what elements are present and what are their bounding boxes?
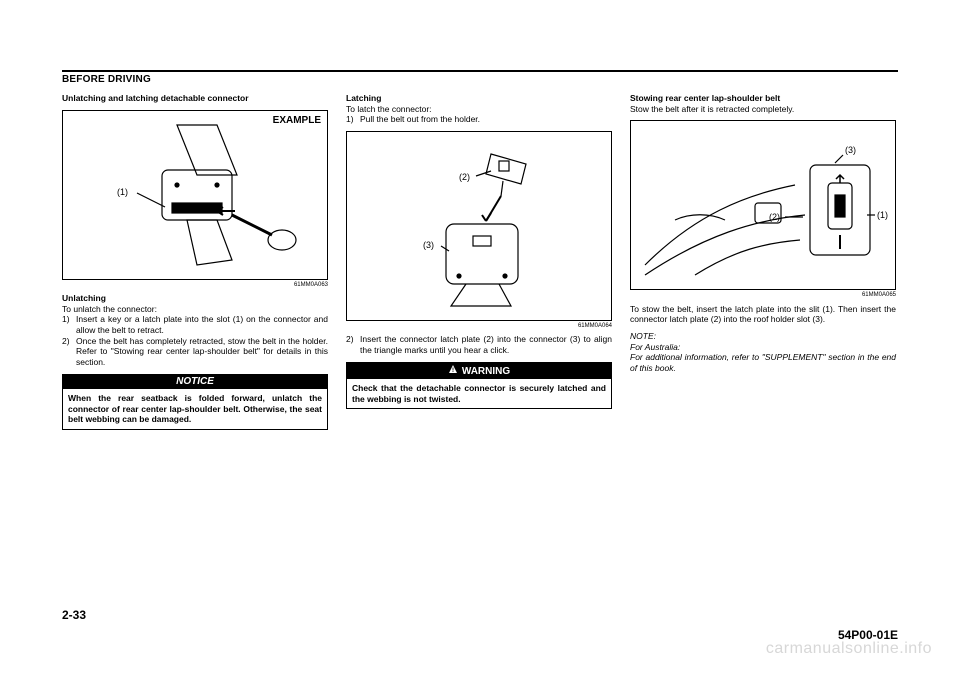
col2-step2-body: Insert the connector latch plate (2) int… — [360, 334, 612, 355]
col2-step2-num: 2) — [346, 334, 360, 355]
col2-list1: 1) Pull the belt out from the holder. — [346, 114, 612, 125]
col2-list2: 2) Insert the connector latch plate (2) … — [346, 334, 612, 355]
unlatching-heading: Unlatching — [62, 293, 328, 304]
latching-intro: To latch the connector: — [346, 104, 612, 115]
fig2-code: 61MM0A064 — [346, 323, 612, 331]
fig3-label-1: (1) — [877, 210, 888, 220]
column-2: Latching To latch the connector: 1) Pull… — [346, 93, 612, 430]
figure-61mm0a063: EXAMPLE — [62, 110, 328, 280]
col3-intro: Stow the belt after it is retracted comp… — [630, 104, 896, 115]
notice-box: NOTICE When the rear seatback is folded … — [62, 374, 328, 430]
section-header: BEFORE DRIVING — [62, 74, 898, 85]
note-line1: For Australia: — [630, 342, 896, 353]
fig1-code: 61MM0A063 — [62, 282, 328, 290]
warning-heading: ! WARNING — [347, 363, 611, 380]
figure-61mm0a065: (3) (1) (2) — [630, 120, 896, 290]
watermark-text: carmanualsonline.info — [766, 640, 932, 658]
fig3-svg: (3) (1) (2) — [635, 125, 891, 285]
col1-step1: 1) Insert a key or a latch plate into th… — [62, 314, 328, 335]
header-rule — [62, 70, 898, 72]
column-3: Stowing rear center lap-shoulder belt St… — [630, 93, 896, 430]
col2-step1: 1) Pull the belt out from the holder. — [346, 114, 612, 125]
column-1: Unlatching and latching detachable conne… — [62, 93, 328, 430]
note-line2: For additional information, refer to "SU… — [630, 352, 896, 373]
col1-step1-body: Insert a key or a latch plate into the s… — [76, 314, 328, 335]
col3-body: To stow the belt, insert the latch plate… — [630, 304, 896, 325]
warning-triangle-icon: ! — [448, 364, 458, 379]
notice-body: When the rear seatback is folded forward… — [63, 389, 327, 429]
warning-box: ! WARNING Check that the detachable conn… — [346, 362, 612, 410]
col1-list: 1) Insert a key or a latch plate into th… — [62, 314, 328, 367]
warning-heading-text: WARNING — [462, 366, 510, 377]
fig3-label-3: (3) — [845, 145, 856, 155]
fig1-svg: (1) — [67, 115, 323, 275]
fig3-label-2: (2) — [769, 212, 780, 222]
col2-step1-num: 1) — [346, 114, 360, 125]
col1-step2: 2) Once the belt has completely retracte… — [62, 336, 328, 368]
col2-step2: 2) Insert the connector latch plate (2) … — [346, 334, 612, 355]
fig1-label-1: (1) — [117, 187, 128, 197]
note-heading: NOTE: — [630, 331, 896, 342]
page-number: 2-33 — [62, 608, 86, 622]
fig3-code: 61MM0A065 — [630, 292, 896, 300]
col1-step1-num: 1) — [62, 314, 76, 335]
col3-title: Stowing rear center lap-shoulder belt — [630, 93, 896, 104]
warning-body: Check that the detachable connector is s… — [347, 379, 611, 408]
col1-step2-body: Once the belt has completely retracted, … — [76, 336, 328, 368]
fig2-label-2: (2) — [459, 172, 470, 182]
col1-step2-num: 2) — [62, 336, 76, 368]
col1-title: Unlatching and latching detachable conne… — [62, 93, 328, 104]
figure-61mm0a064: (2) (3) — [346, 131, 612, 321]
latching-heading: Latching — [346, 93, 612, 104]
content-columns: Unlatching and latching detachable conne… — [62, 93, 898, 430]
svg-text:!: ! — [452, 368, 454, 374]
col2-step1-body: Pull the belt out from the holder. — [360, 114, 612, 125]
notice-heading: NOTICE — [63, 375, 327, 390]
fig2-svg: (2) (3) — [351, 136, 607, 316]
fig2-label-3: (3) — [423, 240, 434, 250]
example-label: EXAMPLE — [273, 115, 321, 128]
manual-page: BEFORE DRIVING Unlatching and latching d… — [0, 0, 960, 678]
unlatching-intro: To unlatch the connector: — [62, 304, 328, 315]
